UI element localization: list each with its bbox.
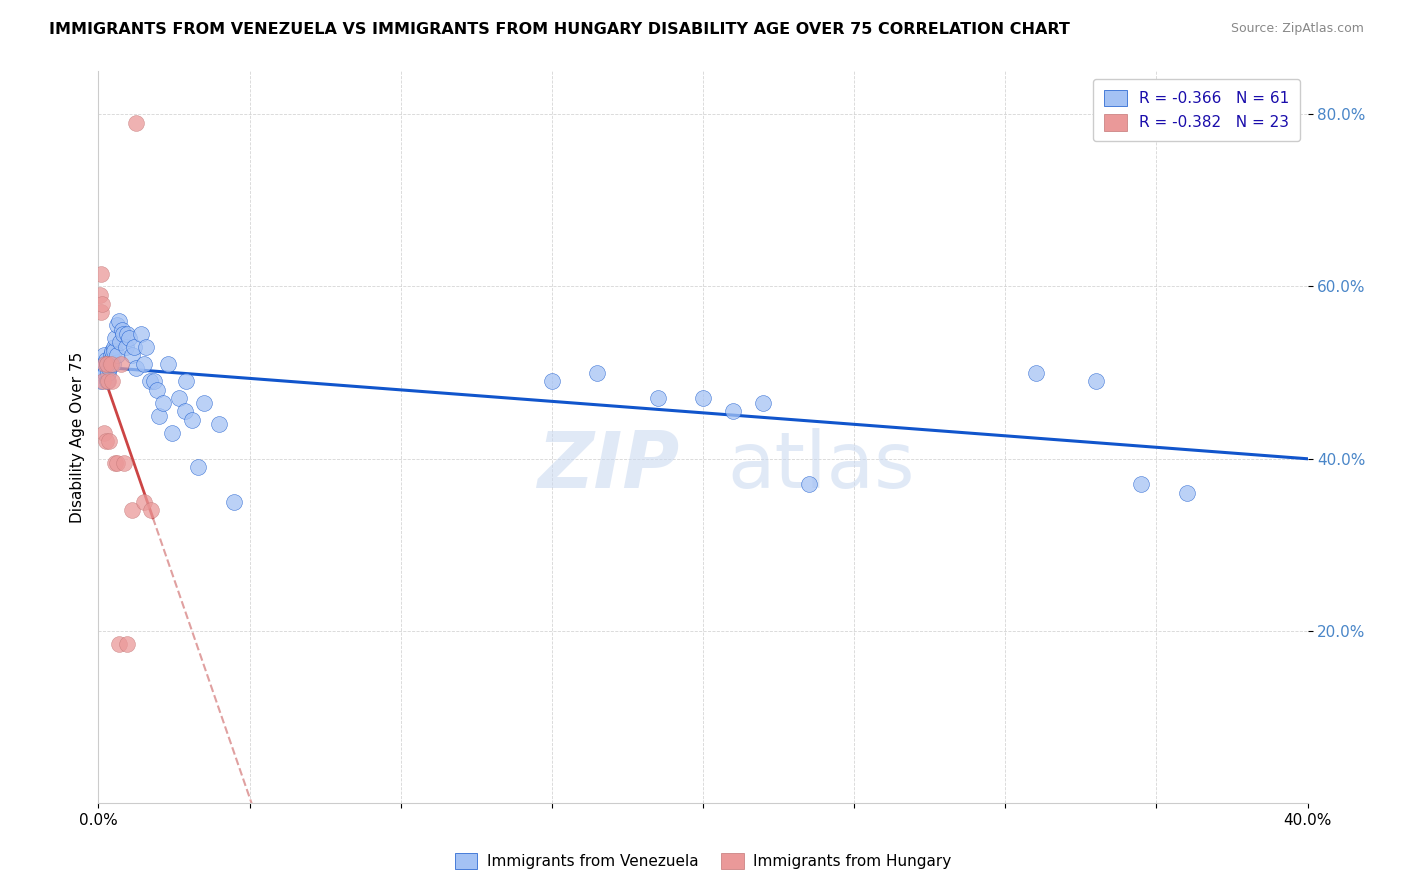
Point [98,357,121,371]
Point [167,392,190,406]
Point [125,361,148,376]
Point [97,374,120,388]
Point [111,322,134,336]
Point [91,357,114,371]
Point [100,348,122,362]
Point [1085,374,1108,388]
Point [112,456,135,470]
Point [112,326,135,341]
Point [105,348,128,362]
Point [93,425,115,440]
Point [146,383,169,397]
Point [797,477,820,491]
Point [100,357,122,371]
Point [173,404,195,418]
Text: Source: ZipAtlas.com: Source: ZipAtlas.com [1230,22,1364,36]
Point [104,456,127,470]
Point [90,267,112,281]
Point [143,374,166,388]
Point [162,425,184,440]
Point [91,361,114,376]
Point [224,494,246,508]
Point [540,374,562,388]
Point [94,357,117,371]
Point [107,318,129,333]
Point [89,288,111,302]
Point [692,392,714,406]
Point [110,357,132,371]
Point [115,326,138,341]
Point [193,395,215,409]
Point [121,503,143,517]
Point [125,116,148,130]
Point [90,366,112,380]
Point [721,404,744,418]
Point [141,503,163,517]
Text: atlas: atlas [727,428,915,504]
Point [1130,477,1153,491]
Point [93,357,115,371]
Point [586,366,609,380]
Text: ZIP: ZIP [537,428,679,504]
Point [91,374,114,388]
Point [752,395,775,409]
Point [105,456,128,470]
Point [647,392,669,406]
Legend: R = -0.366   N = 61, R = -0.382   N = 23: R = -0.366 N = 61, R = -0.382 N = 23 [1092,79,1301,141]
Point [108,637,131,651]
Point [114,340,136,354]
Point [132,357,155,371]
Point [98,434,121,449]
Point [118,331,141,345]
Point [132,494,155,508]
Point [1175,486,1198,500]
Point [103,340,125,354]
Point [187,460,209,475]
Point [101,374,124,388]
Point [97,366,120,380]
Text: IMMIGRANTS FROM VENEZUELA VS IMMIGRANTS FROM HUNGARY DISABILITY AGE OVER 75 CORR: IMMIGRANTS FROM VENEZUELA VS IMMIGRANTS … [49,22,1070,37]
Point [139,374,162,388]
Point [108,314,131,328]
Point [90,305,112,319]
Point [129,326,152,341]
Point [94,366,117,380]
Point [98,361,121,376]
Point [101,344,124,359]
Point [156,357,179,371]
Point [96,357,118,371]
Point [101,357,124,371]
Point [122,340,145,354]
Point [121,348,143,362]
Point [96,374,118,388]
Point [152,395,174,409]
Point [181,413,204,427]
Point [100,352,122,367]
Point [91,296,114,310]
Point [115,637,138,651]
Point [1024,366,1046,380]
Point [96,357,118,371]
Point [148,409,170,423]
Point [103,344,125,359]
Point [93,348,115,362]
Legend: Immigrants from Venezuela, Immigrants from Hungary: Immigrants from Venezuela, Immigrants fr… [449,847,957,875]
Point [135,340,157,354]
Point [94,352,117,367]
Point [208,417,231,432]
Point [108,335,131,350]
Point [174,374,197,388]
Y-axis label: Disability Age Over 75: Disability Age Over 75 [69,351,84,523]
Point [104,331,127,345]
Point [90,374,112,388]
Point [94,434,117,449]
